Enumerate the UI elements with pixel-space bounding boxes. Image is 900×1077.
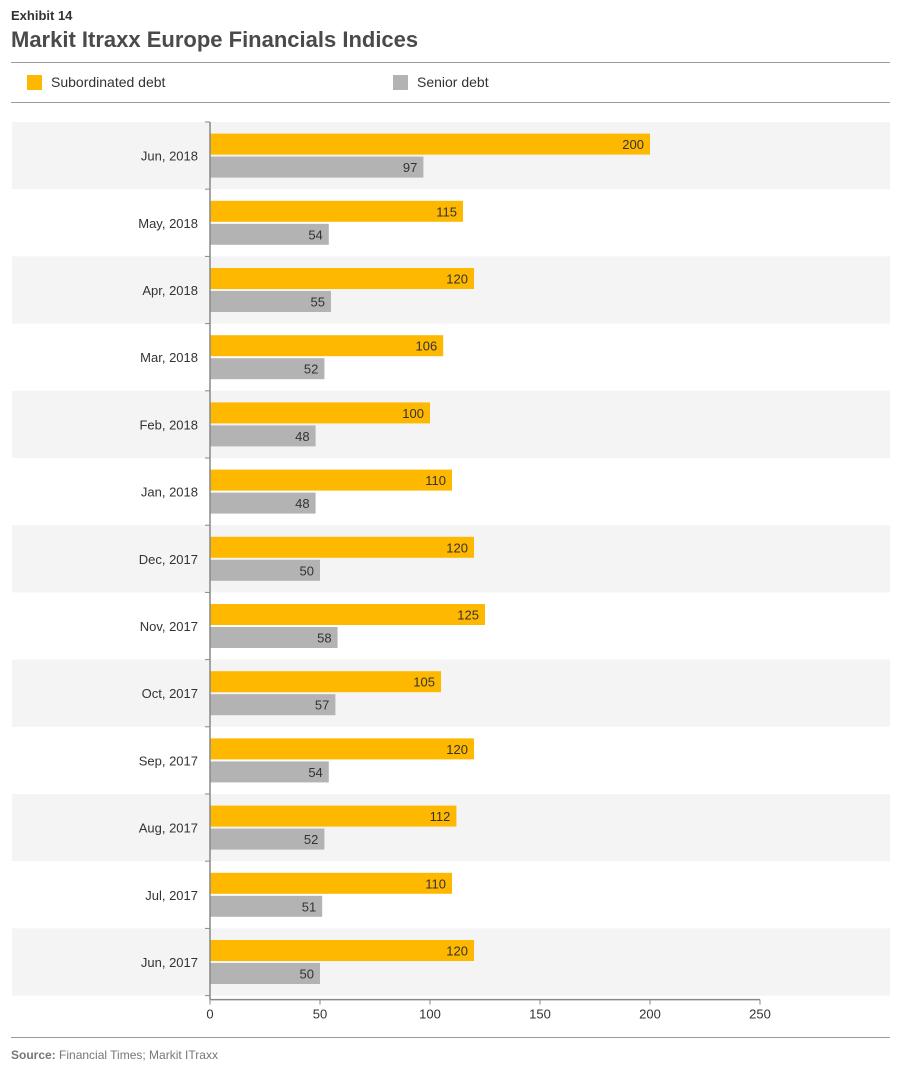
bar-senior xyxy=(210,895,323,917)
bar-senior xyxy=(210,963,320,984)
data-label-senior: 48 xyxy=(295,496,309,511)
legend-swatch-subordinated xyxy=(27,74,42,90)
top-divider xyxy=(11,62,890,63)
data-label-senior: 51 xyxy=(302,899,316,914)
category-label: Apr, 2018 xyxy=(142,283,198,298)
data-label-senior: 55 xyxy=(311,295,325,310)
category-label: Sep, 2017 xyxy=(139,753,198,768)
source-label: Source: xyxy=(11,1048,56,1062)
bar-senior xyxy=(210,425,316,447)
bar-subordinated xyxy=(210,335,444,357)
data-label-subordinated: 125 xyxy=(457,608,479,623)
bar-senior xyxy=(210,761,329,783)
category-label: Jan, 2018 xyxy=(141,485,198,500)
category-label: Jun, 2017 xyxy=(141,955,198,970)
category-label: Oct, 2017 xyxy=(142,686,198,701)
bar-subordinated xyxy=(210,402,430,424)
chart-title: Markit Itraxx Europe Financials Indices xyxy=(11,27,419,52)
data-label-subordinated: 110 xyxy=(425,473,446,488)
data-label-subordinated: 120 xyxy=(446,540,468,555)
bar-subordinated xyxy=(210,133,650,155)
data-label-senior: 50 xyxy=(300,563,314,578)
x-tick-label: 200 xyxy=(639,1007,661,1022)
data-label-subordinated: 110 xyxy=(425,876,446,891)
x-tick-label: 250 xyxy=(749,1007,771,1022)
bar-subordinated xyxy=(210,604,485,625)
data-label-subordinated: 200 xyxy=(622,137,644,152)
data-label-senior: 48 xyxy=(295,429,309,444)
bar-senior xyxy=(210,492,316,514)
exhibit-label: Exhibit 14 xyxy=(11,8,73,23)
bar-chart: Jun, 2018 200 97 May, 2018 115 54 Apr, 2018 120… xyxy=(12,121,890,1022)
legend-item-subordinated: Subordinated debt xyxy=(27,74,165,90)
data-label-subordinated: 120 xyxy=(446,742,468,757)
data-label-subordinated: 100 xyxy=(402,406,424,421)
data-label-subordinated: 120 xyxy=(446,272,468,287)
bar-senior xyxy=(210,358,325,380)
bar-subordinated xyxy=(210,268,474,289)
bar-subordinated xyxy=(210,805,457,827)
data-label-subordinated: 115 xyxy=(436,204,457,219)
bottom-divider xyxy=(11,1037,890,1038)
legend-swatch-senior xyxy=(393,74,408,90)
data-label-subordinated: 105 xyxy=(413,675,435,690)
bar-subordinated xyxy=(210,200,463,222)
bar-subordinated xyxy=(210,738,474,760)
source-note: Source: Financial Times; Markit ITraxx xyxy=(11,1048,218,1062)
row-band xyxy=(12,525,890,593)
x-tick-label: 100 xyxy=(419,1007,441,1022)
bar-senior xyxy=(210,559,320,581)
category-label: Feb, 2018 xyxy=(139,417,198,432)
category-label: Nov, 2017 xyxy=(140,619,198,634)
bar-senior xyxy=(210,828,325,850)
bar-subordinated xyxy=(210,536,474,558)
legend-divider xyxy=(11,102,890,103)
data-label-subordinated: 112 xyxy=(430,809,451,824)
row-band xyxy=(12,390,890,458)
bar-senior xyxy=(210,156,424,178)
source-text: Financial Times; Markit ITraxx xyxy=(55,1048,218,1062)
data-label-senior: 50 xyxy=(300,967,314,982)
bar-senior xyxy=(210,694,336,716)
category-label: Mar, 2018 xyxy=(140,350,198,365)
category-label: Jun, 2018 xyxy=(141,149,198,164)
row-band xyxy=(12,928,890,996)
bar-subordinated xyxy=(210,469,452,491)
category-label: May, 2018 xyxy=(138,216,198,231)
data-label-subordinated: 106 xyxy=(415,339,437,354)
x-tick-label: 50 xyxy=(313,1007,327,1022)
data-label-senior: 97 xyxy=(403,160,417,175)
data-label-senior: 54 xyxy=(308,227,322,242)
data-label-senior: 52 xyxy=(304,362,318,377)
bar-senior xyxy=(210,627,338,648)
bar-subordinated xyxy=(210,872,452,894)
data-label-subordinated: 120 xyxy=(446,944,468,959)
data-label-senior: 58 xyxy=(317,631,331,646)
x-tick-label: 0 xyxy=(206,1007,213,1022)
category-label: Dec, 2017 xyxy=(139,552,198,567)
row-band xyxy=(12,659,890,727)
legend-label-senior: Senior debt xyxy=(417,74,489,90)
x-tick-label: 150 xyxy=(529,1007,551,1022)
bar-subordinated xyxy=(210,940,474,961)
category-label: Jul, 2017 xyxy=(145,888,198,903)
bar-senior xyxy=(210,223,329,245)
data-label-senior: 57 xyxy=(315,698,329,713)
legend-item-senior: Senior debt xyxy=(393,74,489,90)
data-label-senior: 52 xyxy=(304,832,318,847)
category-label: Aug, 2017 xyxy=(139,821,198,836)
legend-label-subordinated: Subordinated debt xyxy=(51,74,166,90)
bar-subordinated xyxy=(210,671,441,693)
data-label-senior: 54 xyxy=(308,765,322,780)
row-band xyxy=(12,794,890,862)
row-band xyxy=(12,122,890,190)
bar-senior xyxy=(210,291,331,312)
row-band xyxy=(12,256,890,324)
